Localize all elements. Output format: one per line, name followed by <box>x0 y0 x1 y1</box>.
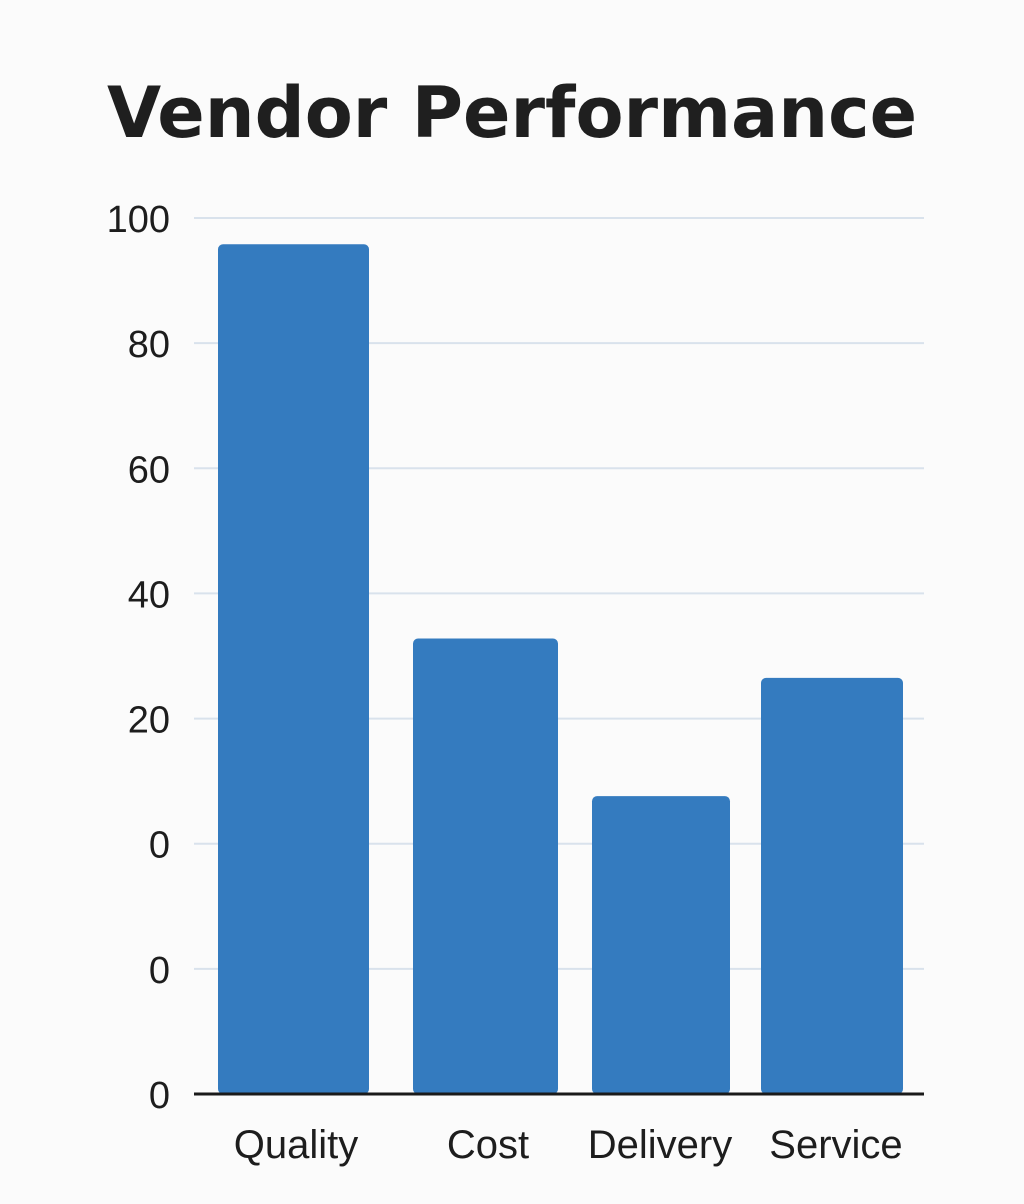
chart-title: Vendor Performance <box>106 72 918 154</box>
bar-cost <box>413 638 558 1094</box>
y-tick-label: 0 <box>149 950 170 992</box>
y-tick-label: 20 <box>128 700 170 742</box>
y-tick-label: 40 <box>128 574 170 616</box>
x-category-label: Quality <box>234 1123 359 1167</box>
y-tick-label: 60 <box>128 449 170 491</box>
y-axis-ticks: 0 0 0 20 40 60 80 100 <box>107 199 170 1117</box>
bar-service <box>761 677 903 1094</box>
x-axis-labels: Quality Cost Delivery Service <box>234 1123 903 1167</box>
y-tick-label: 0 <box>149 825 170 867</box>
x-category-label: Cost <box>447 1123 529 1167</box>
x-category-label: Delivery <box>588 1123 732 1167</box>
bar-quality <box>218 244 369 1094</box>
bars <box>218 244 903 1094</box>
y-tick-label: 0 <box>149 1075 170 1117</box>
y-tick-label: 80 <box>128 324 170 366</box>
y-tick-label: 100 <box>107 199 170 241</box>
x-category-label: Service <box>769 1123 902 1167</box>
bar-delivery <box>592 796 730 1094</box>
